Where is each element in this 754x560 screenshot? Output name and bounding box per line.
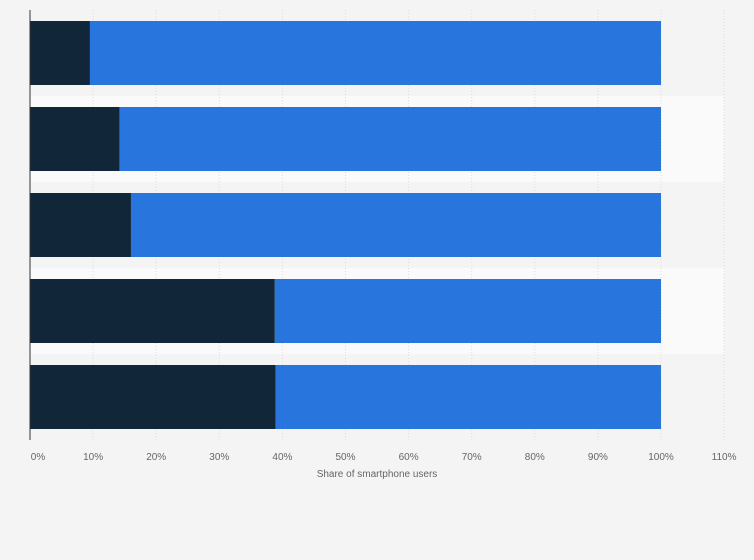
x-tick-label: 50% xyxy=(335,452,355,463)
x-tick-label: 10% xyxy=(83,452,103,463)
x-tick-label: 20% xyxy=(146,452,166,463)
x-tick-label: 100% xyxy=(648,452,674,463)
x-tick-label: 90% xyxy=(588,452,608,463)
x-tick-labels: 0% 10% 20% 30% 40% 50% 60% 70% 80% 90% 100% 110% xyxy=(31,452,737,463)
x-tick-label: 40% xyxy=(272,452,292,463)
bar-row2-series2 xyxy=(119,107,662,171)
bar-row4-series2 xyxy=(274,279,661,343)
x-tick-label: 70% xyxy=(462,452,482,463)
x-axis-title: Share of smartphone users xyxy=(317,469,438,480)
bar-row2-series1 xyxy=(30,107,120,171)
x-tick-label: 0% xyxy=(31,452,46,463)
bar-row4-series1 xyxy=(30,279,275,343)
bars xyxy=(30,21,662,429)
bar-row3-series2 xyxy=(130,193,661,257)
x-tick-label: 30% xyxy=(209,452,229,463)
bar-row3-series1 xyxy=(30,193,131,257)
bar-row1-series1 xyxy=(30,21,90,85)
x-tick-label: 60% xyxy=(399,452,419,463)
bar-row5-series1 xyxy=(30,365,276,429)
x-tick-label: 80% xyxy=(525,452,545,463)
bar-row1-series2 xyxy=(89,21,661,85)
bar-row5-series2 xyxy=(275,365,661,429)
x-tick-label: 110% xyxy=(712,452,737,463)
